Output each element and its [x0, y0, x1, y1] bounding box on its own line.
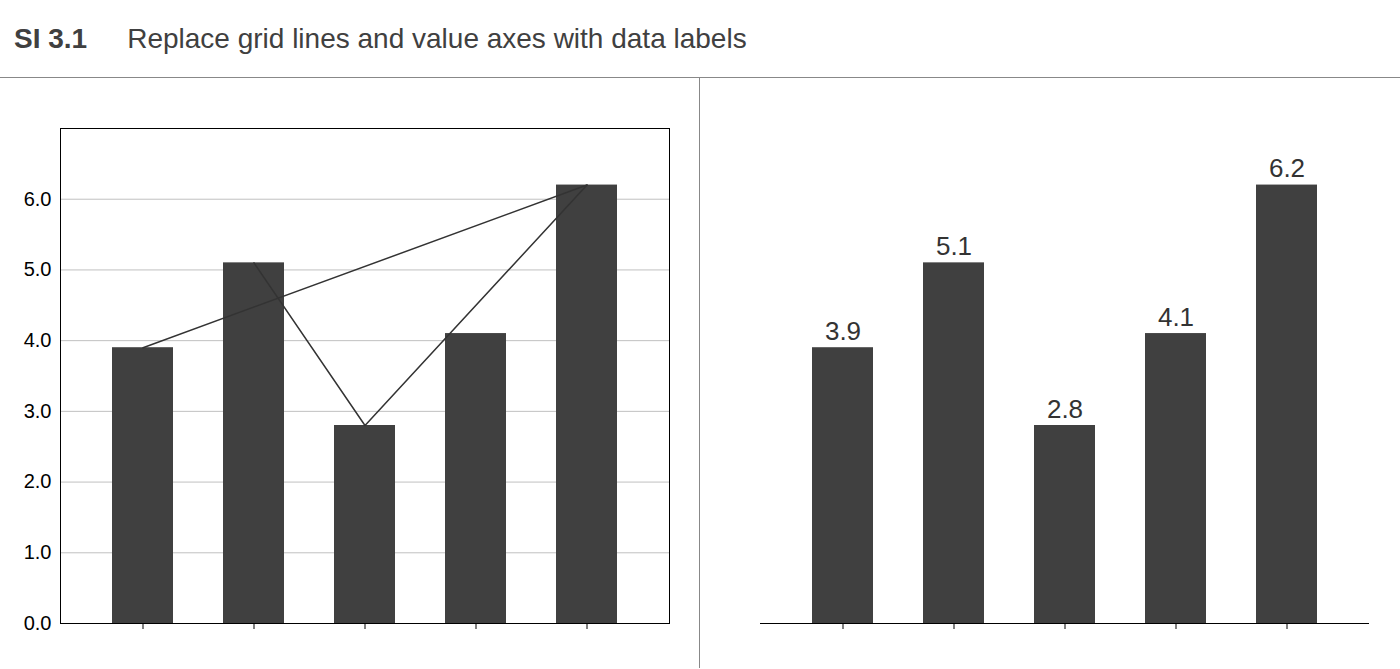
svg-text:3.9: 3.9 — [825, 316, 861, 346]
svg-text:4.1: 4.1 — [1158, 302, 1194, 332]
svg-text:2.8: 2.8 — [1047, 394, 1083, 424]
svg-text:6.2: 6.2 — [1269, 153, 1305, 183]
svg-text:1.0: 1.0 — [24, 541, 52, 563]
svg-text:4.0: 4.0 — [24, 329, 52, 351]
svg-text:3.0: 3.0 — [24, 400, 52, 422]
html-text:SI 3.1: SI 3.1 — [14, 22, 88, 54]
svg-text:5.1: 5.1 — [936, 231, 972, 261]
svg-text:6.0: 6.0 — [24, 188, 52, 210]
svg-text:2.0: 2.0 — [24, 470, 52, 492]
svg-text:5.0: 5.0 — [24, 258, 52, 280]
svg-text:0.0: 0.0 — [24, 612, 52, 634]
html-text:Replace grid lines and value a: Replace grid lines and value axes with d… — [127, 22, 747, 54]
